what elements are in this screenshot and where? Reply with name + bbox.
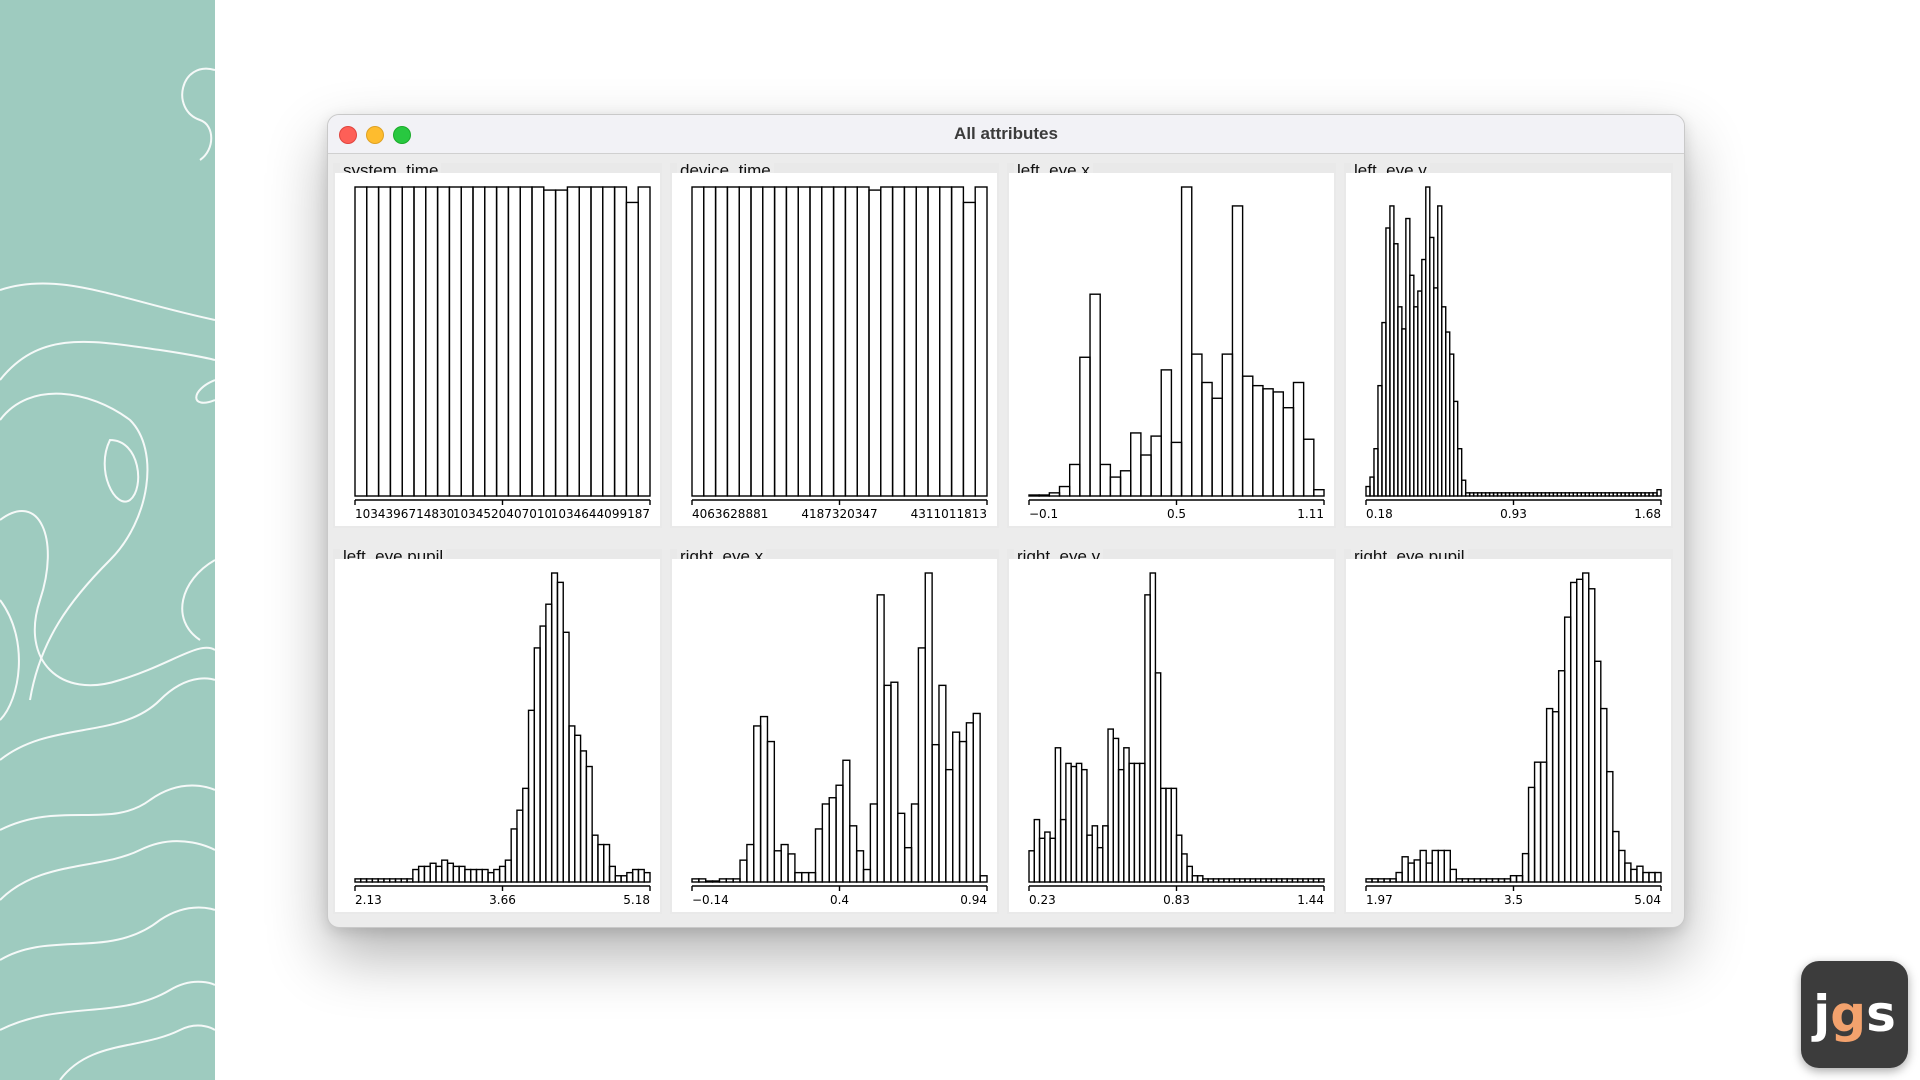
histogram-grid: system_time 1034396714830 1034520407010 103… <box>328 154 1684 927</box>
histogram-panel-left-eye-x: left_eye.x −0.1 0.5 1.11 <box>1007 161 1336 528</box>
histogram-bar <box>855 850 865 883</box>
histogram-bar <box>1318 878 1325 883</box>
histogram-bar <box>1449 868 1458 883</box>
histogram-bar <box>1180 186 1193 497</box>
histogram-bar <box>637 186 651 497</box>
x-tick-label: 1034396714830 <box>355 507 454 521</box>
x-tick-label: 5.18 <box>623 893 650 907</box>
x-tick-label: −0.1 <box>1029 507 1058 521</box>
histogram-panel-left-eye-y: left_eye.y 0.18 0.93 1.68 <box>1344 161 1673 528</box>
close-button[interactable] <box>339 126 357 144</box>
histogram-bar <box>1080 768 1088 883</box>
histogram-bar <box>1656 488 1662 497</box>
histogram-chart: 2.13 3.66 5.18 <box>335 559 660 912</box>
histogram-bar <box>979 875 988 883</box>
histogram-bar <box>972 712 981 883</box>
minimize-button[interactable] <box>366 126 384 144</box>
histogram-chart: 4063628881 4187320347 4311011813 <box>672 173 997 526</box>
histogram-bar <box>787 853 796 883</box>
histogram-bar <box>1089 293 1101 497</box>
x-tick-label: 1.68 <box>1634 507 1661 521</box>
histogram-bar <box>585 765 593 883</box>
x-tick-label: 0.93 <box>1500 507 1527 521</box>
histogram-bar <box>603 843 611 883</box>
x-tick-label: 5.04 <box>1634 893 1661 907</box>
histogram-bar <box>1302 438 1315 497</box>
zoom-button[interactable] <box>393 126 411 144</box>
plot-background <box>1346 559 1671 912</box>
histogram-chart: 1.97 3.5 5.04 <box>1346 559 1671 912</box>
x-tick-label: 0.83 <box>1163 893 1190 907</box>
histogram-panel-right-eye-x: right_eye.x −0.14 0.4 0.94 <box>670 547 999 914</box>
histogram-bar <box>890 681 899 883</box>
histogram-bar <box>1313 488 1325 497</box>
logo-letter-j: j <box>1813 985 1831 1043</box>
histogram-panel-left-eye-pupil: left_eye.pupil 2.13 3.66 5.18 <box>333 547 662 914</box>
plot-background <box>335 559 660 912</box>
x-tick-label: 3.5 <box>1504 893 1523 907</box>
histogram-bar <box>974 186 988 497</box>
x-tick-label: 1034644099187 <box>551 507 650 521</box>
histogram-chart: −0.1 0.5 1.11 <box>1009 173 1334 526</box>
x-tick-label: 0.94 <box>960 893 987 907</box>
x-tick-label: 3.66 <box>489 893 516 907</box>
logo-letter-s: s <box>1866 985 1896 1043</box>
histogram-bar <box>1654 871 1662 883</box>
histogram-bar <box>711 880 721 883</box>
x-tick-label: −0.14 <box>692 893 729 907</box>
x-tick-label: 1034520407010 <box>453 507 552 521</box>
x-tick-label: 0.23 <box>1029 893 1056 907</box>
histogram-chart: 0.23 0.83 1.44 <box>1009 559 1334 912</box>
histogram-panel-device-time: device_time 4063628881 4187320347 431101181… <box>670 161 999 528</box>
histogram-bar <box>1160 369 1173 497</box>
histogram-bar <box>842 759 851 883</box>
histogram-bar <box>766 740 776 883</box>
histogram-bar <box>1028 494 1040 497</box>
histogram-bar <box>1054 747 1062 883</box>
histogram-bar <box>1154 672 1162 883</box>
x-tick-label: 1.11 <box>1297 507 1324 521</box>
histogram-bar <box>1231 205 1244 497</box>
histogram-panel-system-time: system_time 1034396714830 1034520407010 103… <box>333 161 662 528</box>
title-bar: All attributes <box>328 115 1684 154</box>
logo-letter-g: g <box>1830 985 1867 1043</box>
x-tick-label: 4311011813 <box>911 507 987 521</box>
plot-background <box>672 173 997 526</box>
histogram-chart: −0.14 0.4 0.94 <box>672 559 997 912</box>
histogram-panel-right-eye-y: right_eye.y 0.23 0.83 1.44 <box>1007 547 1336 914</box>
decorative-sidebar <box>0 0 215 1080</box>
plot-background <box>1346 173 1671 526</box>
x-tick-label: 0.4 <box>830 893 849 907</box>
histogram-bar <box>1038 494 1051 497</box>
histogram-chart: 0.18 0.93 1.68 <box>1346 173 1671 526</box>
x-tick-label: 0.5 <box>1167 507 1186 521</box>
histogram-bar <box>1186 865 1194 883</box>
histogram-bar <box>1456 448 1463 497</box>
plot-background <box>335 173 660 526</box>
x-tick-label: 0.18 <box>1366 507 1393 521</box>
histogram-bar <box>1460 479 1467 497</box>
x-tick-label: 2.13 <box>355 893 382 907</box>
window-title: All attributes <box>954 124 1058 143</box>
histogram-bar <box>705 880 714 883</box>
histogram-bar <box>1443 849 1451 883</box>
x-tick-label: 4187320347 <box>801 507 877 521</box>
x-tick-label: 1.97 <box>1366 893 1393 907</box>
x-tick-label: 1.44 <box>1297 893 1324 907</box>
plot-background <box>672 559 997 912</box>
histogram-bar <box>643 871 651 883</box>
jgs-logo: jgs <box>1801 961 1908 1068</box>
histogram-panel-right-eye-pupil: right_eye.pupil 1.97 3.5 5.04 <box>1344 547 1673 914</box>
histogram-bar <box>1606 770 1614 883</box>
histogram-bar <box>924 572 933 883</box>
x-tick-label: 4063628881 <box>692 507 768 521</box>
histogram-bar <box>608 865 616 883</box>
app-window: All attributes system_time 1034396714830 1… <box>327 114 1685 928</box>
